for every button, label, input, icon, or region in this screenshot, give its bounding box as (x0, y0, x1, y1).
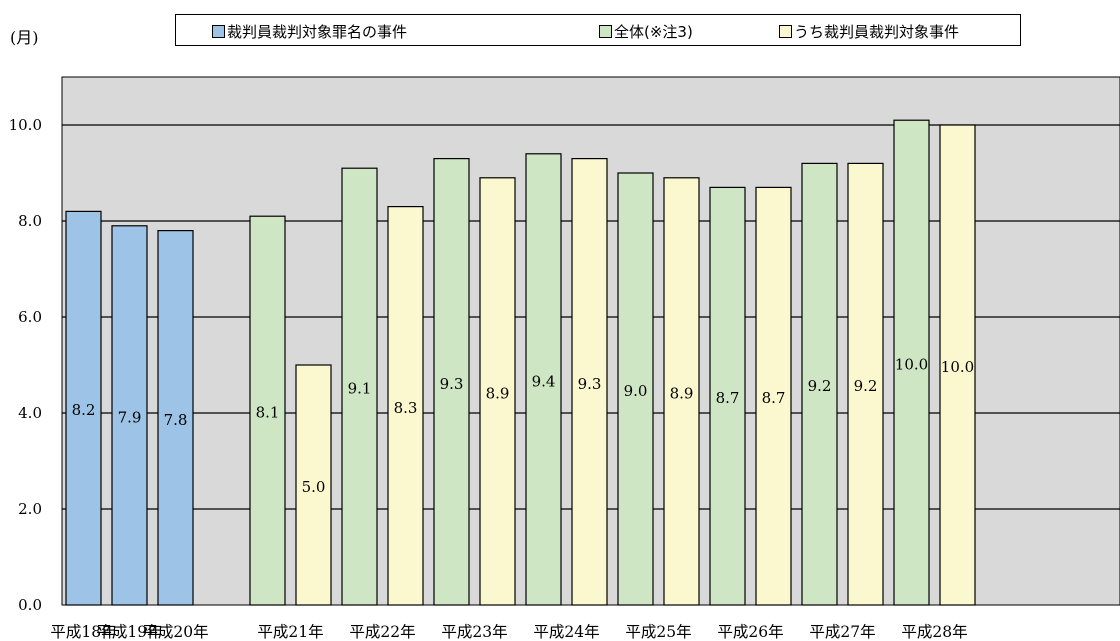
y-tick-label: 0.0 (18, 596, 42, 614)
bar (65, 210, 102, 606)
y-axis-unit-label: (月) (10, 28, 39, 47)
bar (479, 177, 516, 606)
bar (709, 186, 746, 606)
y-tick-label: 8.0 (18, 212, 42, 230)
bar-value-label: 7.8 (164, 411, 188, 429)
bar (847, 162, 884, 606)
x-category-label: 平成23年 (441, 623, 507, 641)
y-tick-label: 2.0 (18, 500, 42, 518)
y-tick-label: 4.0 (18, 404, 42, 422)
bar (801, 162, 838, 606)
bar (341, 167, 378, 606)
x-category-label: 平成27年 (809, 623, 875, 641)
bar (663, 177, 700, 606)
bar (295, 364, 332, 606)
bar-value-label: 9.3 (440, 375, 464, 393)
bar-value-label: 9.3 (578, 375, 602, 393)
bar (157, 230, 194, 606)
bar-value-label: 5.0 (302, 478, 326, 496)
bar-value-label: 7.9 (118, 408, 142, 426)
bar-value-label: 8.9 (486, 384, 510, 402)
chart-legend: 裁判員裁判対象罪名の事件 全体(※注3) うち裁判員裁判対象事件 (175, 14, 1021, 46)
bar-value-label: 10.0 (895, 356, 928, 374)
legend-label: うち裁判員裁判対象事件 (794, 23, 960, 41)
legend-item-lay-judge: うち裁判員裁判対象事件 (779, 21, 959, 42)
bar (525, 153, 562, 606)
legend-swatch-blue (212, 25, 225, 38)
bar-value-label: 8.9 (670, 384, 694, 402)
legend-label: 全体(※注3) (614, 23, 693, 41)
y-tick-label: 6.0 (18, 308, 42, 326)
legend-swatch-yellow (779, 25, 792, 38)
x-category-label: 平成22年 (349, 623, 415, 641)
bar-value-label: 8.1 (256, 404, 280, 422)
x-category-label: 平成20年 (142, 623, 208, 641)
bar (111, 225, 148, 606)
bar-value-label: 8.3 (394, 399, 418, 417)
bar-value-label: 9.2 (854, 377, 878, 395)
bar (939, 124, 976, 606)
x-category-label: 平成19年 (96, 623, 162, 641)
bar (893, 119, 930, 606)
legend-label: 裁判員裁判対象罪名の事件 (227, 23, 408, 41)
x-category-label: 平成21年 (257, 623, 323, 641)
bar (249, 215, 286, 606)
bar-value-label: 9.0 (624, 382, 648, 400)
bar-value-label: 10.0 (941, 358, 974, 376)
x-category-label: 平成28年 (901, 623, 967, 641)
bar-value-label: 8.7 (762, 389, 786, 407)
x-category-label: 平成26年 (717, 623, 783, 641)
x-category-label: 平成18年 (50, 623, 116, 641)
bar (387, 206, 424, 606)
legend-item-target-offense: 裁判員裁判対象罪名の事件 (212, 21, 407, 42)
bar-value-label: 8.2 (72, 401, 96, 419)
bar-value-label: 9.4 (532, 372, 556, 390)
bar (755, 186, 792, 606)
x-category-label: 平成25年 (625, 623, 691, 641)
bar-value-label: 9.2 (808, 377, 832, 395)
x-category-label: 平成24年 (533, 623, 599, 641)
y-tick-label: 10.0 (9, 116, 42, 134)
legend-item-overall: 全体(※注3) (599, 21, 693, 42)
bar (433, 158, 470, 606)
legend-swatch-green (599, 25, 612, 38)
bar-value-label: 9.1 (348, 380, 372, 398)
bar-value-label: 8.7 (716, 389, 740, 407)
bar (571, 158, 608, 606)
bar (617, 172, 654, 606)
